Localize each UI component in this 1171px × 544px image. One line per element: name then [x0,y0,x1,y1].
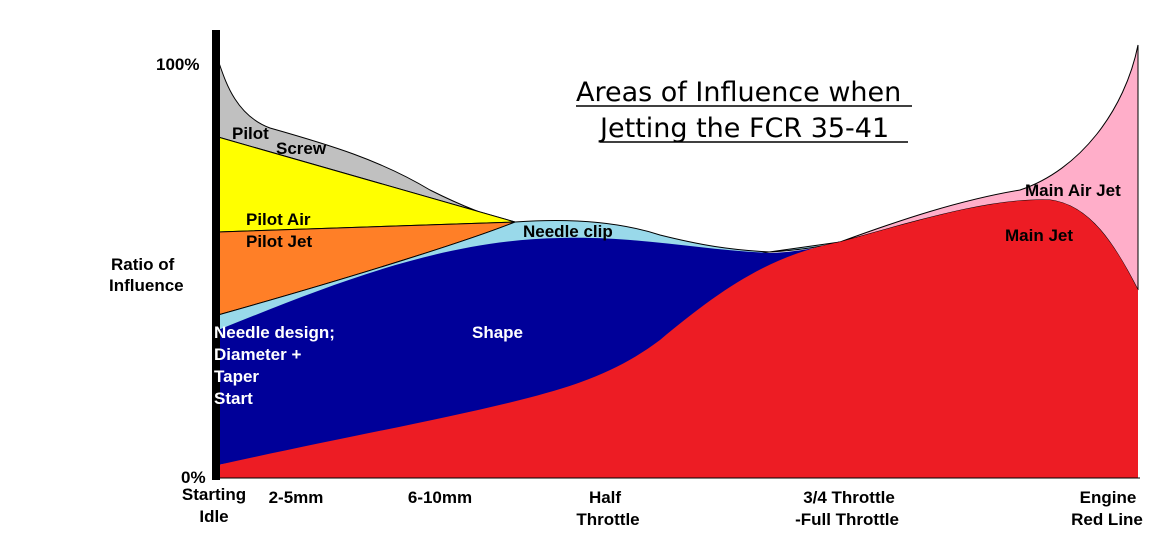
pilot-jet-label: Pilot Jet [246,232,312,251]
needle-design-label-line3: Taper [214,367,259,386]
x-tick-full-line2: -Full Throttle [795,510,899,529]
y-axis-label-line2: Influence [109,276,184,295]
x-tick-idle-line1: Starting [182,485,246,504]
needle-shape-region [218,237,840,465]
title-line2: Jetting the FCR 35-41 [598,113,889,144]
pilot-screw-label-line1: Pilot [232,124,269,143]
x-tick-half-line1: Half [589,488,621,507]
x-tick-idle-line2: Idle [199,507,228,526]
main-jet-region [218,199,1138,478]
main-air-jet-label: Main Air Jet [1025,181,1121,200]
main-jet-label: Main Jet [1005,226,1073,245]
y-axis-bar [212,30,220,480]
x-tick-redline-line1: Engine [1080,488,1137,507]
y-axis-bottom-tick: 0% [181,468,206,487]
needle-design-label-line1: Needle design; [214,323,335,342]
pilot-air-label: Pilot Air [246,210,311,229]
x-tick-6-10mm: 6-10mm [408,488,472,507]
needle-shape-label: Shape [472,323,523,342]
x-tick-redline-line2: Red Line [1071,510,1143,529]
x-tick-2-5mm: 2-5mm [269,488,324,507]
y-axis-label-line1: Ratio of [111,255,175,274]
pilot-screw-label-line2: Screw [276,139,327,158]
x-tick-half-line2: Throttle [576,510,639,529]
x-tick-full-line1: 3/4 Throttle [803,488,895,507]
y-axis-top-tick: 100% [156,55,199,74]
needle-design-label-line2: Diameter + [214,345,301,364]
title-line1: Areas of Influence when [576,77,901,108]
needle-design-label-line4: Start [214,389,253,408]
needle-clip-label: Needle clip [523,222,613,241]
